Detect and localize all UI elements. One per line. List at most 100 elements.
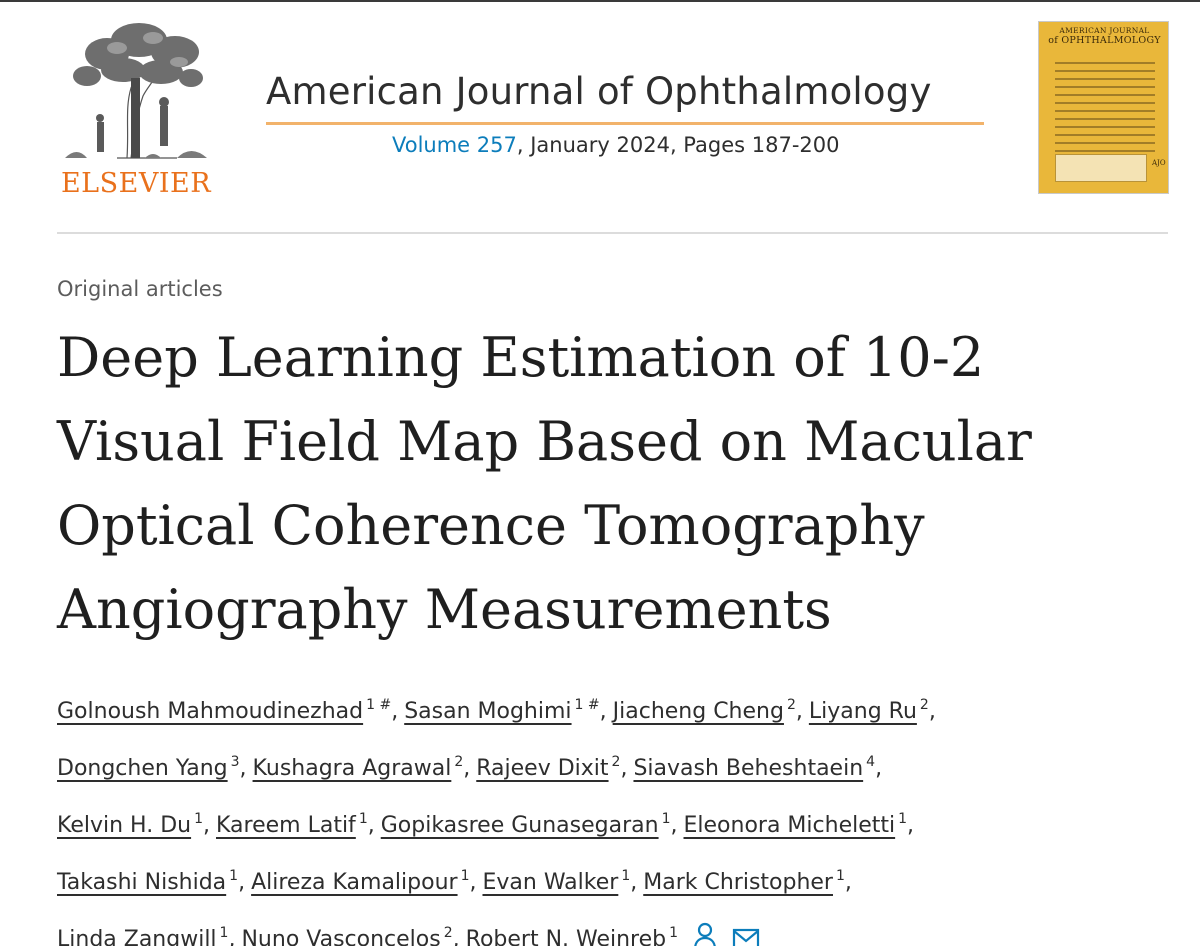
author-affiliation-marker: 1 — [358, 811, 368, 827]
author-name-link[interactable]: Siavash Beheshtaein — [633, 756, 864, 781]
journal-cover-image[interactable]: AMERICAN JOURNAL of OPHTHALMOLOGY AJO — [1038, 21, 1169, 194]
author-name-link[interactable]: Liyang Ru — [808, 699, 917, 724]
author-separator: , — [875, 756, 883, 781]
header-divider — [57, 232, 1168, 234]
author-item: Jiacheng Cheng 2, — [612, 697, 809, 724]
cover-title-main: of OPHTHALMOLOGY — [1048, 35, 1161, 46]
author-affiliation-marker: 2 — [786, 697, 796, 713]
author-separator: , — [203, 813, 210, 838]
author-name-link[interactable]: Kushagra Agrawal — [252, 756, 452, 781]
article-title-line: Visual Field Map Based on Macular — [57, 410, 1032, 473]
author-separator: , — [239, 756, 247, 781]
issue-details: , January 2024, Pages 187-200 — [516, 133, 840, 157]
author-name-link[interactable]: Takashi Nishida — [57, 870, 227, 895]
author-affiliation-marker: 1 — [219, 925, 229, 941]
author-affiliation-marker: 2 — [611, 754, 621, 770]
author-separator: , — [367, 813, 375, 838]
author-separator: , — [463, 756, 471, 781]
author-name-link[interactable]: Nuno Vasconcelos — [241, 927, 441, 946]
author-separator: , — [670, 813, 678, 838]
author-name-link[interactable]: Dongchen Yang — [57, 756, 228, 781]
author-line: Linda Zangwill 1, Nuno Vasconcelos 2, Robert… — [57, 908, 1157, 946]
top-border — [0, 0, 1200, 2]
author-item: Sasan Moghimi 1 #, — [404, 697, 612, 724]
author-affiliation-marker: 1 — [835, 868, 845, 884]
author-name-link[interactable]: Eleonora Micheletti — [683, 813, 896, 838]
author-name-link[interactable]: Kelvin H. Du — [57, 813, 192, 838]
author-affiliation-marker: 2 — [443, 925, 453, 941]
author-affiliation-marker: 2 — [454, 754, 464, 770]
cover-box — [1055, 154, 1147, 182]
author-separator: , — [452, 927, 460, 946]
author-item: Linda Zangwill 1, — [57, 925, 241, 946]
author-affiliation-marker: 1 # — [574, 697, 600, 713]
author-affiliation-marker: 1 — [194, 811, 203, 827]
author-item: Takashi Nishida 1, — [57, 868, 251, 895]
author-line: Kelvin H. Du 1, Kareem Latif 1, Gopikasree G… — [57, 794, 1157, 851]
author-separator: , — [907, 813, 915, 838]
author-item: Kareem Latif 1, — [216, 811, 381, 838]
author-item: Liyang Ru 2, — [808, 697, 942, 724]
author-affiliation-marker: 3 — [230, 754, 240, 770]
author-separator: , — [469, 870, 477, 895]
volume-link[interactable]: Volume 257 — [392, 133, 517, 157]
author-name-link[interactable]: Robert N. Weinreb — [465, 927, 667, 946]
journal-title[interactable]: American Journal of Ophthalmology — [266, 70, 932, 113]
envelope-icon[interactable] — [732, 919, 760, 946]
author-affiliation-marker: 1 — [669, 925, 679, 941]
author-item: Nuno Vasconcelos 2, — [241, 925, 465, 946]
author-affiliation-marker: 1 — [229, 868, 239, 884]
author-affiliation-marker: 1 — [621, 868, 631, 884]
journal-header: ELSEVIER American Journal of Ophthalmolo… — [0, 0, 1200, 234]
publisher-logo[interactable]: ELSEVIER — [57, 18, 215, 199]
cover-title-top: AMERICAN JOURNAL — [1059, 26, 1150, 35]
author-name-link[interactable]: Jiacheng Cheng — [612, 699, 784, 724]
cover-abbrev: AJO — [1152, 159, 1166, 167]
journal-info: American Journal of Ophthalmology Volume… — [266, 70, 986, 157]
article-title-line: Deep Learning Estimation of 10-2 — [57, 326, 985, 389]
author-item: Dongchen Yang 3, — [57, 754, 253, 781]
author-name-link[interactable]: Alireza Kamalipour — [251, 870, 458, 895]
author-item: Siavash Beheshtaein 4, — [633, 754, 888, 781]
author-name-link[interactable]: Mark Christopher — [643, 870, 833, 895]
author-name-link[interactable]: Sasan Moghimi — [404, 699, 572, 724]
journal-title-underline — [266, 122, 984, 125]
person-icon[interactable] — [692, 919, 718, 946]
cover-contents-lines — [1055, 62, 1155, 158]
author-name-link[interactable]: Golnoush Mahmoudinezhad — [57, 699, 364, 724]
author-line: Golnoush Mahmoudinezhad 1 #, Sasan Moghimi… — [57, 680, 1157, 737]
author-name-link[interactable]: Rajeev Dixit — [476, 756, 609, 781]
author-affiliation-marker: 1 — [661, 811, 671, 827]
article-title: Deep Learning Estimation of 10-2 Visual … — [57, 316, 1137, 652]
author-separator: , — [620, 756, 628, 781]
author-separator: , — [928, 699, 936, 724]
article-title-line: Angiography Measurements — [57, 578, 832, 641]
article-section-label: Original articles — [57, 277, 223, 301]
author-name-link[interactable]: Kareem Latif — [216, 813, 356, 838]
author-item: Alireza Kamalipour 1, — [251, 868, 482, 895]
author-name-link[interactable]: Linda Zangwill — [57, 927, 217, 946]
elsevier-tree-logo-icon — [65, 23, 207, 159]
author-separator: , — [630, 870, 638, 895]
author-item: Kushagra Agrawal 2, — [252, 754, 477, 781]
author-line: Takashi Nishida 1, Alireza Kamalipour 1, Eva… — [57, 851, 1157, 908]
author-affiliation-marker: 2 — [919, 697, 929, 713]
author-name-link[interactable]: Gopikasree Gunasegaran — [380, 813, 659, 838]
author-separator: , — [795, 699, 803, 724]
author-affiliation-marker: 1 — [898, 811, 908, 827]
author-separator: , — [599, 699, 607, 724]
author-separator: , — [391, 699, 399, 724]
author-item: Kelvin H. Du 1, — [57, 811, 216, 838]
author-item: Eleonora Micheletti 1, — [683, 811, 921, 838]
author-affiliation-marker: 1 — [460, 868, 470, 884]
author-separator: , — [844, 870, 852, 895]
author-item: Mark Christopher 1, — [643, 868, 858, 895]
article-title-line: Optical Coherence Tomography — [57, 494, 925, 557]
author-separator: , — [228, 927, 236, 946]
author-line: Dongchen Yang 3, Kushagra Agrawal 2, Rajeev … — [57, 737, 1157, 794]
publisher-name: ELSEVIER — [60, 168, 212, 199]
author-item: Evan Walker 1, — [482, 868, 643, 895]
issue-line: Volume 257, January 2024, Pages 187-200 — [392, 133, 840, 157]
author-name-link[interactable]: Evan Walker — [482, 870, 619, 895]
author-affiliation-marker: 1 # — [366, 697, 392, 713]
